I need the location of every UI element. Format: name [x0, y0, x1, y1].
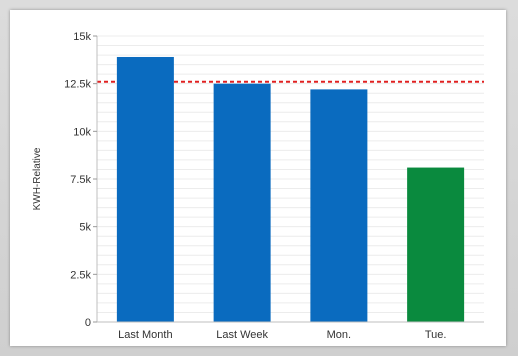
x-tick-label: Mon. — [327, 329, 351, 341]
bars — [116, 56, 465, 323]
y-axis-label: KWH-Relative — [32, 147, 43, 210]
axes: 0 2.5k 5k 7.5k 10k 12.5k 15k Last Month Last Wee… — [64, 31, 484, 341]
bar — [116, 56, 174, 323]
bar — [310, 89, 368, 323]
y-tick-label: 2.5k — [70, 269, 91, 281]
y-tick-label: 5k — [79, 222, 91, 234]
y-tick-label: 0 — [85, 317, 91, 329]
bar — [407, 167, 465, 322]
y-tick-label: 7.5k — [70, 174, 91, 186]
x-tick-label: Last Week — [216, 329, 268, 341]
y-tick-label: 15k — [73, 31, 91, 43]
bar — [213, 83, 271, 323]
x-tick-label: Tue. — [425, 329, 447, 341]
y-tick-label: 12.5k — [64, 79, 91, 91]
y-tick-label: 10k — [73, 126, 91, 138]
x-tick-label: Last Month — [118, 329, 172, 341]
